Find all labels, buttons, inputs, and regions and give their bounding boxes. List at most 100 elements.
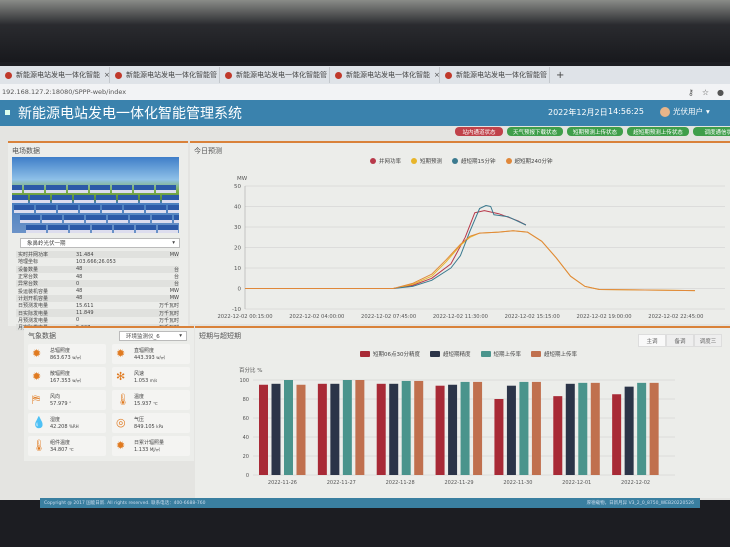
x-tick-label: 2022-12-02 22:45:00 bbox=[648, 314, 703, 320]
status-button[interactable]: 天气预报下载状态 bbox=[507, 127, 563, 136]
field-unit: 万千瓦时 bbox=[158, 303, 179, 310]
legend-item[interactable]: 短期06点30分精度 bbox=[360, 350, 420, 358]
favicon-icon bbox=[225, 71, 232, 79]
legend-item[interactable]: 超短期上传率 bbox=[531, 350, 577, 358]
weather-unit: w/㎡ bbox=[72, 355, 81, 360]
field-label: 正常台数 bbox=[18, 274, 39, 281]
series-line-0 bbox=[245, 210, 527, 289]
weather-unit: kPa bbox=[156, 424, 164, 429]
close-icon[interactable]: × bbox=[104, 71, 110, 79]
field-data-row: 投运装机容量 48 MW bbox=[16, 288, 179, 295]
bar bbox=[612, 394, 622, 475]
status-button[interactable]: 短期预测上传状态 bbox=[567, 127, 623, 136]
field-unit: 万千瓦时 bbox=[158, 317, 179, 324]
field-unit: MW bbox=[169, 251, 179, 258]
field-label: 投运装机容量 bbox=[18, 288, 49, 295]
browser-tab[interactable]: 新能源电站发电一体化智能 × bbox=[330, 67, 440, 83]
solar-panel-shape bbox=[130, 215, 150, 223]
weather-name: 温度 bbox=[134, 394, 145, 400]
close-icon[interactable]: × bbox=[434, 71, 440, 79]
star-icon[interactable]: ☆ bbox=[701, 87, 710, 97]
solar-panel-shape bbox=[36, 205, 56, 213]
field-data-row: 异常台数 0 台 bbox=[16, 280, 179, 288]
solar-panel-shape bbox=[102, 205, 122, 213]
y-tick-label: 50 bbox=[234, 184, 241, 190]
legend-item[interactable]: 短期预测 bbox=[411, 157, 442, 165]
weather-name: 湿度 bbox=[50, 417, 61, 423]
status-button[interactable]: 超短期预测上传状态 bbox=[627, 127, 689, 136]
address-bar[interactable]: 192.168.127.2:18080/SPPP-web/index ⚷ ☆ ● bbox=[0, 84, 730, 100]
room-background bbox=[0, 0, 730, 62]
bar bbox=[649, 382, 659, 475]
solar-panel-shape bbox=[112, 185, 132, 193]
browser-tab[interactable]: 新能源电站发电一体化智能管× bbox=[220, 67, 330, 83]
browser-tab[interactable]: 新能源电站发电一体化智能管× bbox=[110, 67, 220, 83]
gauge-icon: ◎ bbox=[116, 416, 126, 429]
legend-item[interactable]: 超短期15分钟 bbox=[452, 157, 496, 165]
series-line-1 bbox=[245, 230, 696, 292]
legend-item[interactable]: 并网功率 bbox=[370, 157, 401, 165]
weather-name: 日累计辐照量 bbox=[134, 440, 165, 446]
dispatch-tab[interactable]: 备调 bbox=[666, 334, 694, 347]
wind-direction-icon: ⛿ bbox=[32, 393, 40, 406]
bar bbox=[342, 380, 352, 475]
weather-value-line: 443.393 w/㎡ bbox=[134, 355, 165, 361]
y-tick-label: 20 bbox=[234, 246, 241, 252]
today-forecast-panel: 今日预测 并网功率 短期预测 超短期15分钟 超短期240分钟 MW -10 0 10 20 3… bbox=[190, 141, 730, 324]
power-station-image bbox=[12, 157, 179, 233]
weather-value: 34.807 bbox=[50, 447, 68, 453]
key-icon[interactable]: ⚷ bbox=[687, 87, 694, 97]
tab-title: 新能源电站发电一体化智能管 bbox=[126, 71, 217, 79]
legend-swatch bbox=[360, 351, 370, 357]
browser-tab[interactable]: 新能源电站发电一体化智能管× bbox=[440, 67, 550, 83]
device-select[interactable]: 环境监测仪_6 ▾ bbox=[119, 331, 187, 341]
weather-value-line: 42.208 %RH bbox=[50, 424, 79, 430]
tab-title: 新能源电站发电一体化智能管 bbox=[456, 71, 547, 79]
device-select-value: 环境监测仪_6 bbox=[126, 334, 160, 340]
bar bbox=[519, 381, 529, 475]
weather-name: 风向 bbox=[50, 394, 61, 400]
menu-icon[interactable] bbox=[5, 110, 10, 115]
weather-card: ✹ 直辐照度 443.393 w/㎡ bbox=[112, 344, 190, 364]
legend-label: 短期预测 bbox=[420, 159, 443, 165]
field-value: 48 bbox=[76, 295, 83, 302]
panel-title: 电场数据 bbox=[12, 147, 40, 155]
solar-panel-shape bbox=[24, 185, 44, 193]
field-unit: 台 bbox=[173, 266, 179, 273]
legend-item[interactable]: 超短期精度 bbox=[430, 350, 471, 358]
solar-panel-shape bbox=[14, 205, 34, 213]
field-label: 异常台数 bbox=[18, 281, 39, 288]
y-tick-label: 40 bbox=[234, 205, 241, 211]
sun-icon: ✹ bbox=[116, 439, 126, 452]
x-tick-label: 2022-12-02 04:00:00 bbox=[289, 314, 344, 320]
field-unit: MW bbox=[169, 288, 179, 295]
bar bbox=[590, 382, 600, 475]
new-tab-button[interactable]: + bbox=[556, 69, 565, 81]
avatar bbox=[660, 106, 670, 117]
favicon-icon bbox=[445, 71, 452, 79]
solar-panel-shape bbox=[114, 225, 134, 233]
field-label: 月预测发电量 bbox=[18, 317, 49, 324]
weather-unit: MJ/㎡ bbox=[149, 447, 160, 452]
browser-tab[interactable]: 新能源电站发电一体化智能 × bbox=[0, 67, 110, 83]
legend-item[interactable]: 短期上传率 bbox=[480, 350, 521, 358]
dispatch-tab[interactable]: 主调 bbox=[638, 334, 666, 347]
profile-icon[interactable]: ● bbox=[717, 87, 724, 97]
station-select[interactable]: 象鼻岭光伏一期 ▾ bbox=[20, 238, 180, 248]
field-label: 地理坐标 bbox=[18, 259, 39, 266]
status-button[interactable]: 站内通道状态 bbox=[455, 127, 503, 136]
user-menu[interactable]: 光伏用户 ▾ bbox=[660, 106, 710, 117]
x-tick-label: 2022-11-26 bbox=[268, 480, 297, 486]
bar bbox=[284, 380, 293, 475]
solar-panel-shape bbox=[108, 215, 128, 223]
field-label: 实时并网功率 bbox=[18, 252, 49, 259]
weather-card: 💧 湿度 42.208 %RH bbox=[28, 413, 106, 433]
legend-item[interactable]: 超短期240分钟 bbox=[505, 157, 553, 165]
bar bbox=[448, 384, 458, 475]
field-value: 48 bbox=[76, 266, 83, 273]
solar-panel-shape bbox=[12, 185, 22, 193]
field-data-row: 计划开机容量 48 MW bbox=[16, 294, 179, 303]
droplet-icon: 💧 bbox=[32, 416, 46, 429]
status-button[interactable]: 调度通信状态 bbox=[693, 127, 730, 136]
dispatch-tab[interactable]: 调度三 bbox=[694, 334, 722, 347]
